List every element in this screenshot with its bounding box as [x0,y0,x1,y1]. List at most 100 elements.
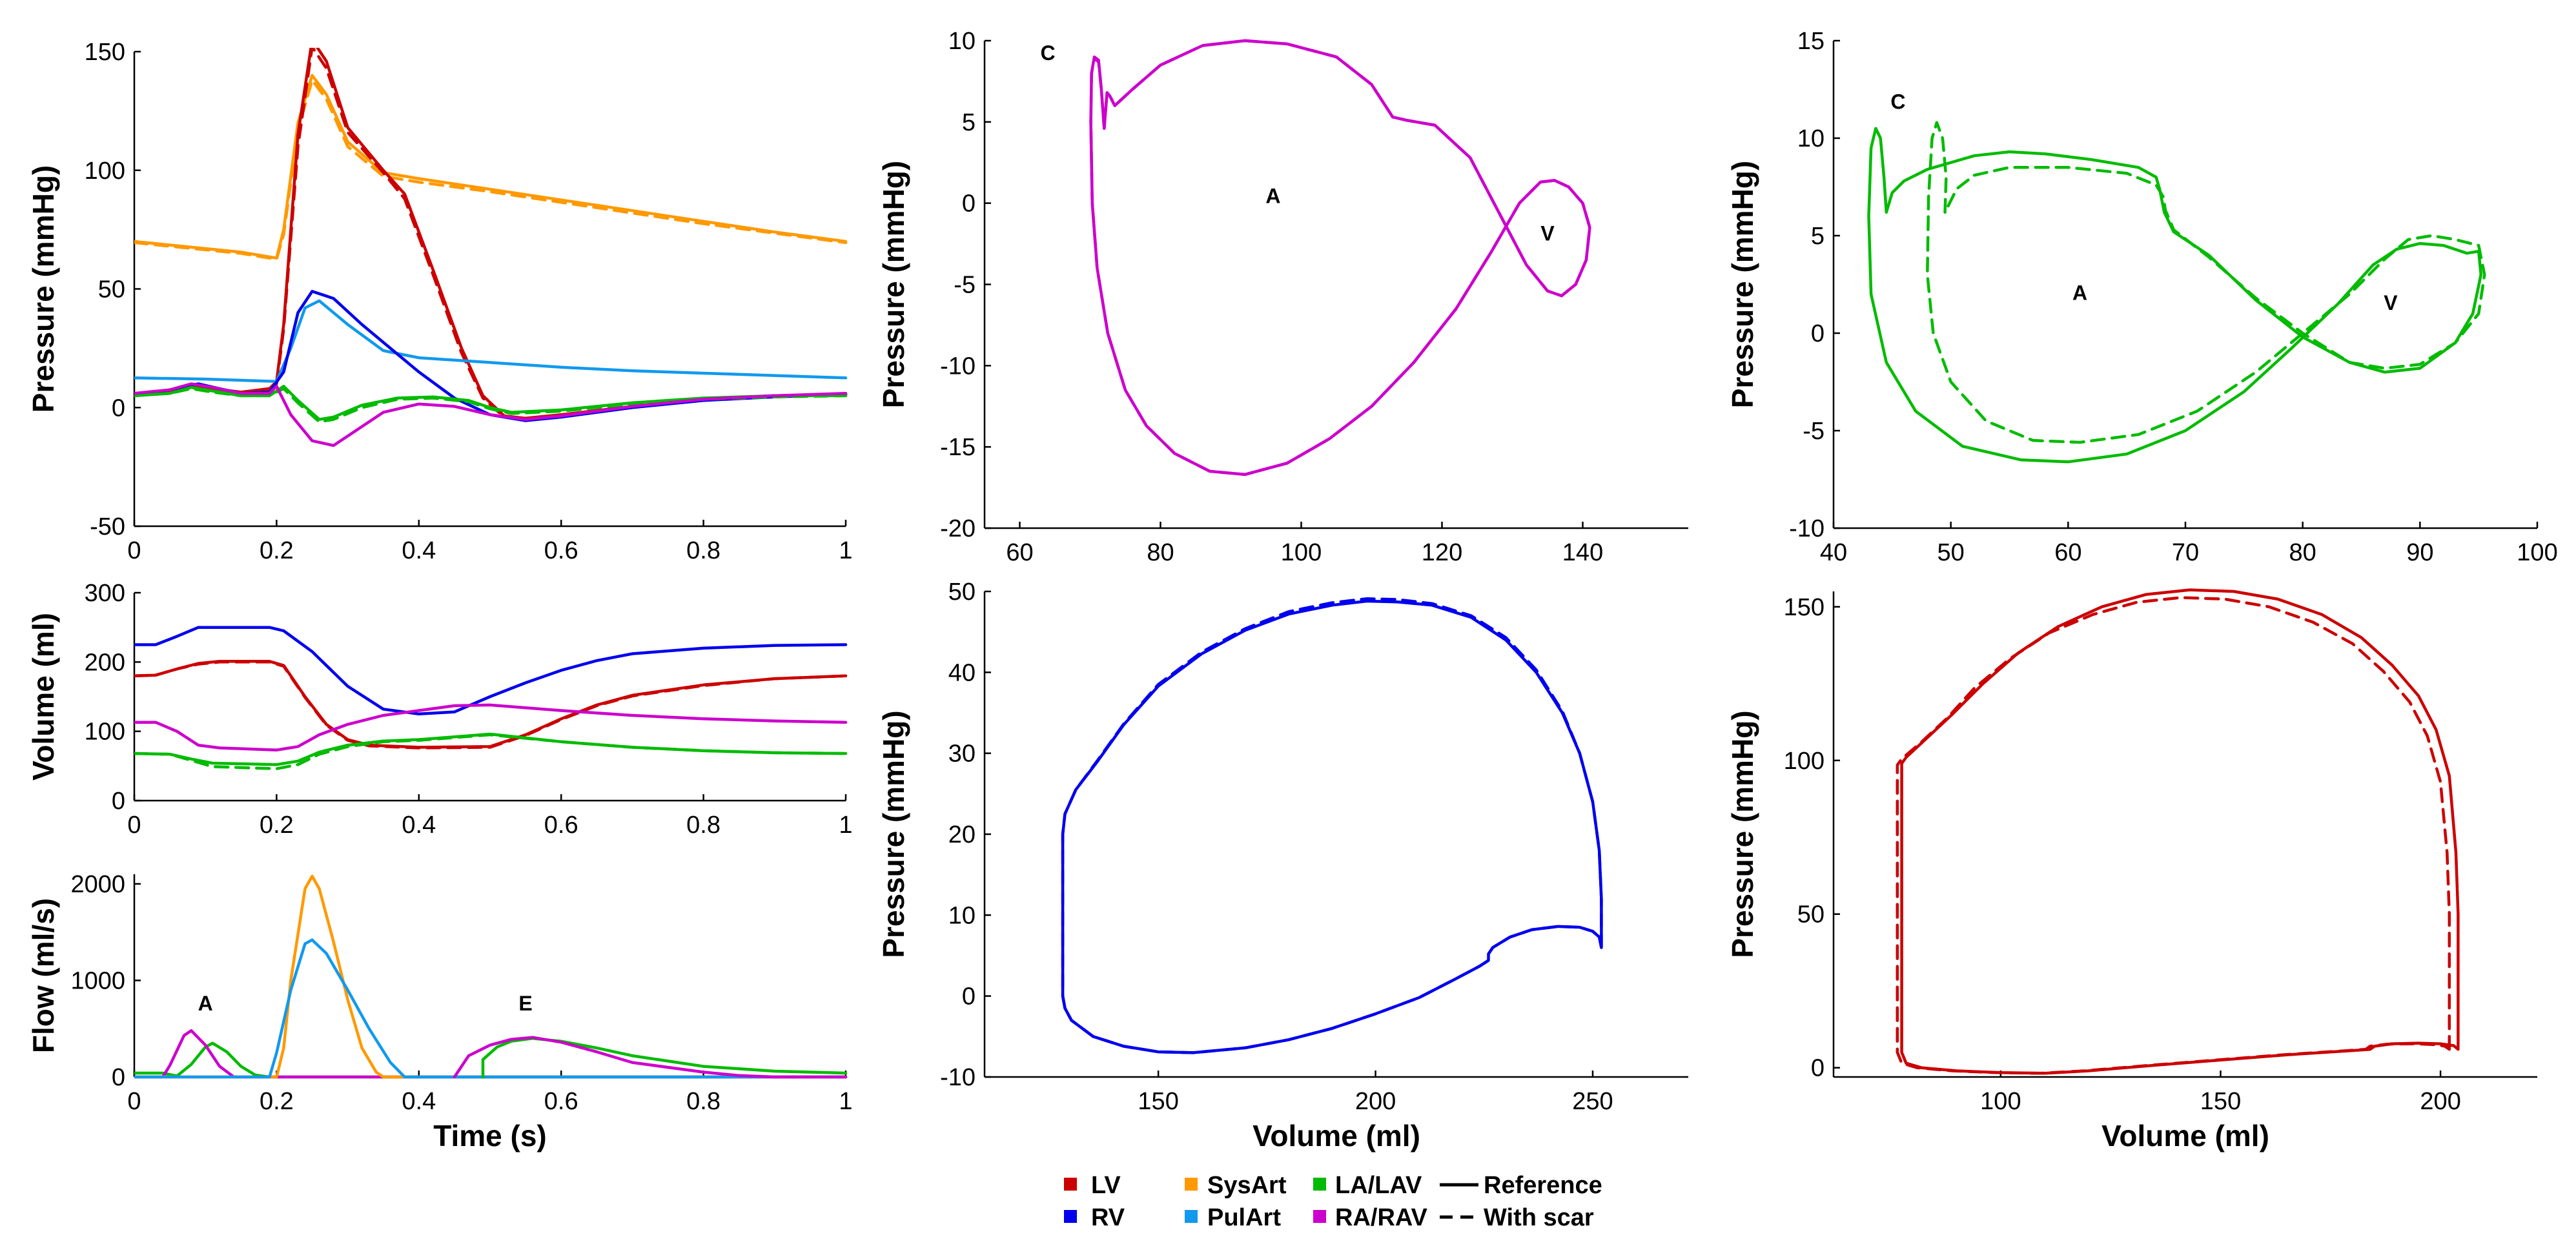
legend-label-pulart: PulArt [1207,1204,1281,1231]
legend-swatch-lv [1064,1178,1077,1191]
legend-label-la: LA/LAV [1335,1172,1422,1199]
y-tick-label: -20 [940,515,976,542]
series-line-lv-solid [1900,588,2460,1075]
x-tick-label: 0.4 [402,537,436,564]
y-axis-label: Volume (ml) [26,613,60,781]
x-tick-label: 80 [1147,539,1174,566]
x-tick-label: 0 [127,812,141,839]
y-axis-label: Pressure (mmHg) [1726,710,1759,958]
y-tick-label: 40 [948,659,976,686]
y-tick-label: -10 [940,353,976,380]
y-tick-label: 2000 [70,871,125,898]
chart-rv_pv_loop: 150 200 250 -10 0 10 20 30 40 50 Pressure (mmHg) Vo… [877,579,1688,1153]
annotation-label: V [1540,222,1555,245]
y-tick-label: 300 [85,580,125,607]
series-line-pulart-solid [134,938,848,1079]
series-line-lv-dashed [1896,596,2451,1075]
y-axis-label: Pressure (mmHg) [877,161,910,408]
y-tick-label: 100 [1784,748,1825,775]
x-tick-label: 80 [2289,539,2316,566]
y-tick-label: 150 [85,39,125,66]
y-tick-label: 50 [948,579,976,606]
y-tick-label: 15 [1797,28,1825,55]
series-line-ra-rav-solid [134,1029,848,1079]
series-line-ra-rav-dashed [1089,39,1591,476]
y-tick-label: 0 [1811,1055,1825,1082]
chart-flow_time: 0 0.2 0.4 0.6 0.8 1 0 1000 2000 Flow (ml/s) Time (… [26,871,853,1153]
series-line-la-lav-dashed [134,733,848,770]
y-tick-label: 1000 [70,967,125,994]
x-tick-label: 40 [1820,539,1847,566]
series-line-sysart-solid [134,74,848,260]
legend-label-with-scar: With scar [1484,1204,1594,1231]
y-tick-label: -5 [1803,418,1825,445]
x-tick-label: 60 [2054,539,2081,566]
y-tick-label: 0 [1811,320,1825,347]
x-tick-label: 0 [127,1088,141,1115]
legend-swatch-sysart [1185,1178,1198,1191]
x-tick-label: 150 [2200,1088,2241,1115]
x-tick-label: 0.8 [686,812,721,839]
x-tick-label: 0.2 [260,1088,294,1115]
x-tick-label: 0.4 [402,812,436,839]
x-axis-label: Volume (ml) [1252,1119,1420,1153]
y-tick-label: 50 [1797,901,1825,928]
x-tick-label: 90 [2406,539,2433,566]
y-tick-label: 100 [85,158,125,185]
x-tick-label: 0.2 [260,812,294,839]
x-tick-label: 140 [1562,539,1603,566]
x-tick-label: 120 [1422,539,1462,566]
y-tick-label: -10 [1789,515,1825,542]
x-tick-label: 1 [839,537,852,564]
chart-lv_pv_loop: 100 150 200 0 50 100 150 Pressure (mmHg) Volume … [1726,588,2537,1153]
y-tick-label: 0 [112,1064,125,1091]
annotation-label: V [2384,291,2398,314]
chart-la_pv_loop: 40 50 60 70 80 90 100 -10 -5 0 5 10 15 Pressure (mmHg… [1726,28,2558,566]
x-tick-label: 150 [1138,1088,1178,1115]
series-line-ra-rav-solid [134,703,848,752]
annotation-label: C [1041,41,1056,65]
series-line-ra-rav-solid [453,1036,848,1079]
legend-swatch-ra [1313,1210,1326,1223]
x-tick-label: 0.6 [544,1088,578,1115]
legend-label-sysart: SysArt [1207,1172,1287,1199]
y-tick-label: -15 [940,434,976,461]
series-line-la-lav-solid [134,1041,848,1079]
x-tick-label: 0.6 [544,537,578,564]
chart-ra_pv_loop: 60 80 100 120 140 -20 -15 -10 -5 0 5 10 Pressure (mm… [877,28,1688,566]
y-tick-label: -10 [940,1064,976,1091]
legend-swatch-pulart [1185,1210,1198,1223]
legend-label-rv: RV [1091,1204,1125,1231]
y-tick-label: 10 [1797,125,1825,152]
y-tick-label: 10 [948,902,976,929]
y-tick-label: 200 [85,649,125,676]
x-tick-label: 100 [2517,539,2557,566]
y-axis-label: Flow (ml/s) [26,898,60,1053]
x-tick-label: 250 [1572,1088,1613,1115]
legend: LV RV SysArt PulArt LA/LAV RA/RAV Refere… [1064,1172,1602,1231]
x-tick-label: 200 [2420,1088,2460,1115]
x-tick-label: 60 [1006,539,1033,566]
series-line-rv-dashed [1061,597,1603,1054]
series-line-sysart-solid [134,874,848,1079]
legend-label-reference: Reference [1484,1172,1602,1199]
x-tick-label: 1 [839,1088,852,1115]
annotation-label: A [1265,185,1280,208]
y-tick-label: 0 [112,788,125,815]
x-axis-label: Volume (ml) [2101,1119,2269,1153]
y-tick-label: -50 [90,513,125,540]
chart-volume_time: 0 0.2 0.4 0.6 0.8 1 0 100 200 300 Volume (ml) [26,580,853,839]
y-tick-label: 20 [948,821,976,848]
y-tick-label: -5 [954,272,976,299]
x-tick-label: 1 [839,812,852,839]
annotation-label: A [2072,282,2087,305]
x-axis-label: Time (s) [433,1119,547,1153]
y-tick-label: 0 [112,394,125,422]
legend-swatch-rv [1064,1210,1077,1223]
x-tick-label: 0.8 [686,1088,721,1115]
y-tick-label: 0 [962,190,976,218]
y-axis-label: Pressure (mmHg) [1726,161,1759,408]
y-tick-label: 0 [962,983,976,1010]
